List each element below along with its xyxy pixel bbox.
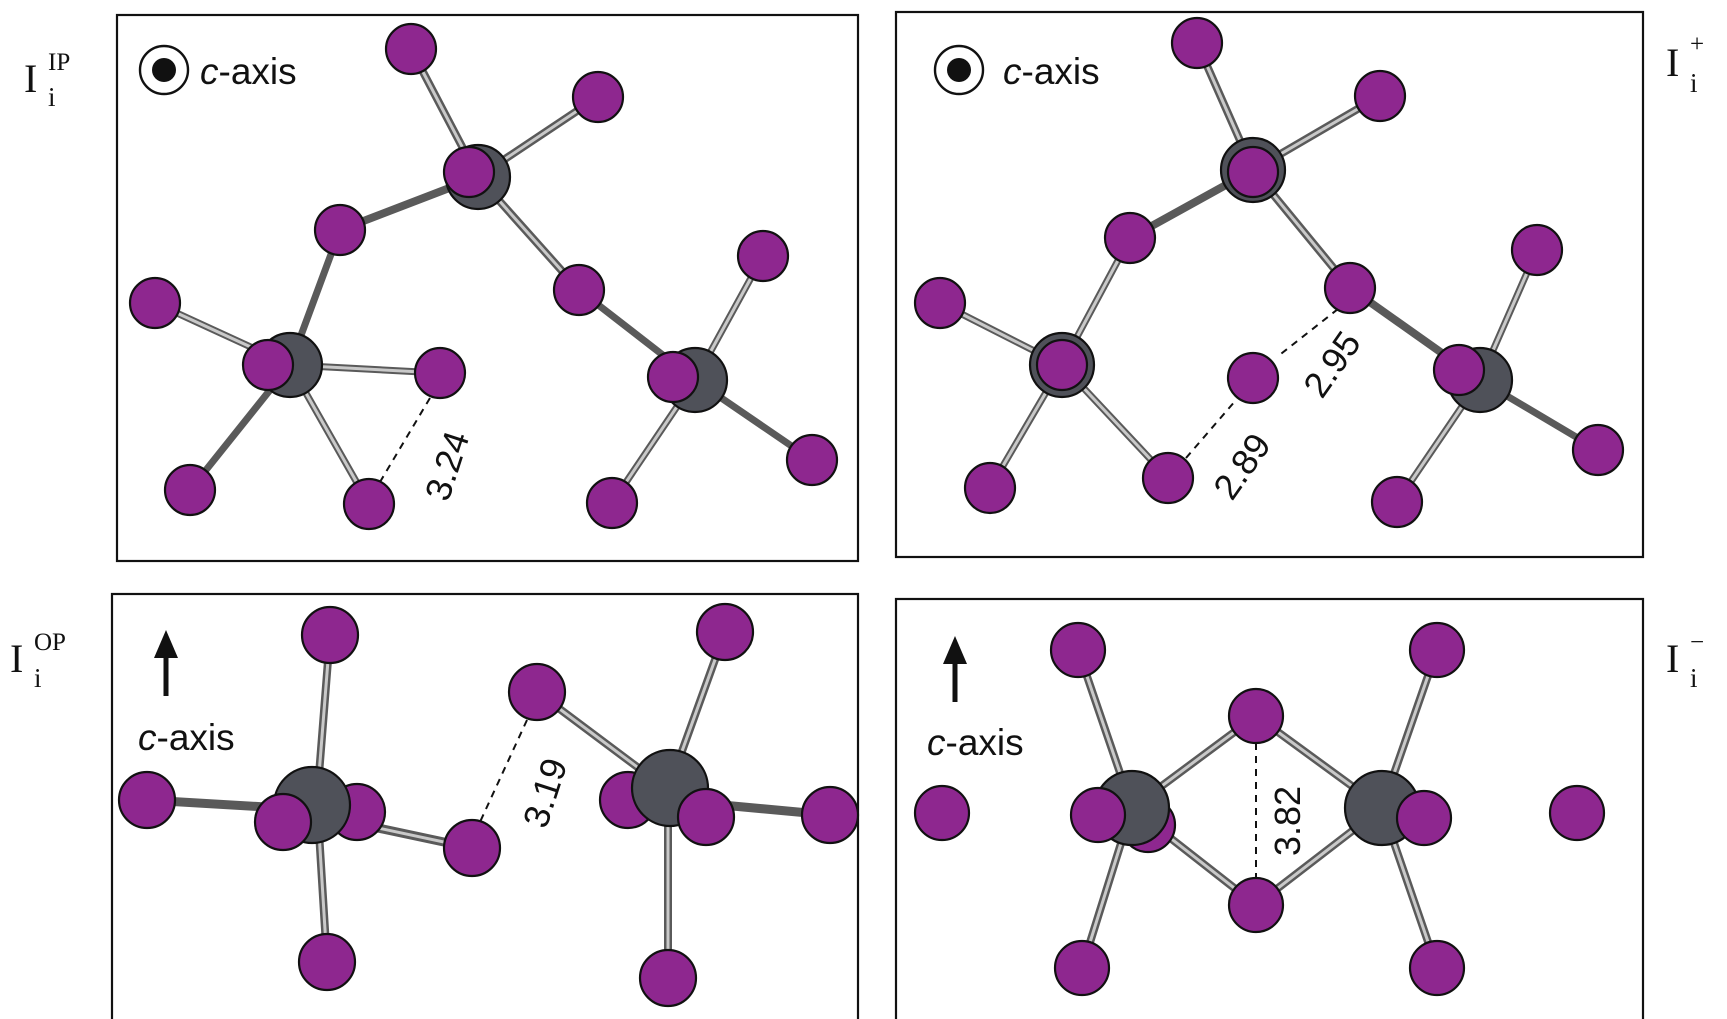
i-atom xyxy=(676,787,736,847)
panel-ip-tag: I i IP xyxy=(24,49,70,112)
panel-ip-frame xyxy=(115,13,860,563)
i-atom xyxy=(1370,475,1424,529)
i-atom xyxy=(800,785,860,845)
tag-main: I xyxy=(1666,636,1679,681)
i-atom xyxy=(1170,16,1224,70)
i-atom xyxy=(913,784,971,842)
i-atoms xyxy=(913,621,1606,997)
i-atom xyxy=(117,770,177,830)
i-atom xyxy=(638,948,698,1008)
i-atom xyxy=(1053,939,1111,997)
i-atoms xyxy=(117,602,860,1008)
distance-label: 3.82 xyxy=(1267,786,1308,856)
tag-sub: i xyxy=(1690,68,1698,98)
tag-sup: + xyxy=(1690,31,1704,58)
i-atom xyxy=(1226,351,1280,405)
panel-plus-tag: I i + xyxy=(1666,31,1704,98)
i-atom xyxy=(1035,338,1089,392)
tag-sup: OP xyxy=(34,629,66,656)
tag-sup: − xyxy=(1690,629,1704,656)
i-atom xyxy=(1227,876,1285,934)
i-atom xyxy=(1395,789,1453,847)
circled-dot-icon xyxy=(138,44,190,96)
i-atom xyxy=(785,433,839,487)
i-atom xyxy=(297,932,357,992)
distance-line xyxy=(479,719,528,823)
i-atom xyxy=(695,602,755,662)
i-atom xyxy=(646,350,700,404)
panel-plus: I i + c-axis xyxy=(894,10,1704,559)
i-atom xyxy=(313,203,367,257)
i-atom xyxy=(442,145,496,199)
i-atom xyxy=(253,792,313,852)
i-atom xyxy=(163,463,217,517)
i-atom xyxy=(128,276,182,330)
i-atom xyxy=(1069,786,1127,844)
i-atom xyxy=(571,70,625,124)
up-arrow-icon xyxy=(943,636,967,702)
i-atom xyxy=(1432,343,1486,397)
i-atom xyxy=(1227,687,1285,745)
i-atom xyxy=(342,477,396,531)
i-atom xyxy=(1141,451,1195,505)
tag-main: I xyxy=(1666,40,1679,85)
panel-minus: I i − c-axis xyxy=(894,597,1704,1019)
panel-op: I i OP c-axis xyxy=(10,592,860,1019)
i-atom xyxy=(384,22,438,76)
axis-label: c-axis xyxy=(1003,51,1100,92)
i-atom xyxy=(1049,621,1107,679)
i-atom xyxy=(507,662,567,722)
i-atom xyxy=(1408,621,1466,679)
panel-ip: I i IP c-axis xyxy=(24,13,860,563)
i-atom xyxy=(1548,784,1606,842)
i-atom xyxy=(913,276,967,330)
i-atom xyxy=(1510,223,1564,277)
axis-label: c-axis xyxy=(927,722,1024,763)
panel-op-tag: I i OP xyxy=(10,629,66,693)
axis-label: c-axis xyxy=(200,51,297,92)
i-atoms xyxy=(913,16,1625,529)
i-atom xyxy=(300,605,360,665)
circled-dot-icon xyxy=(933,44,985,96)
i-atom xyxy=(1571,423,1625,477)
axis-label: c-axis xyxy=(138,717,235,758)
i-atom xyxy=(736,229,790,283)
i-atom xyxy=(585,476,639,530)
i-atom xyxy=(1353,69,1407,123)
panel-minus-frame xyxy=(894,597,1645,1019)
i-atom xyxy=(1408,939,1466,997)
tag-sub: i xyxy=(1690,663,1698,693)
tag-sup: IP xyxy=(48,49,70,76)
i-atom xyxy=(413,346,467,400)
distance-line xyxy=(379,397,431,483)
i-atom xyxy=(1226,145,1280,199)
i-atom xyxy=(1103,211,1157,265)
i-atoms xyxy=(128,22,839,531)
tag-sub: i xyxy=(48,82,56,112)
tag-sub: i xyxy=(34,663,42,693)
i-atom xyxy=(442,818,502,878)
i-atom xyxy=(1323,261,1377,315)
up-arrow-icon xyxy=(154,630,178,696)
i-atom xyxy=(963,461,1017,515)
tag-main: I xyxy=(24,56,37,101)
panel-minus-tag: I i − xyxy=(1666,629,1704,693)
i-atom xyxy=(552,263,606,317)
tag-main: I xyxy=(10,636,23,681)
i-atom xyxy=(241,338,295,392)
